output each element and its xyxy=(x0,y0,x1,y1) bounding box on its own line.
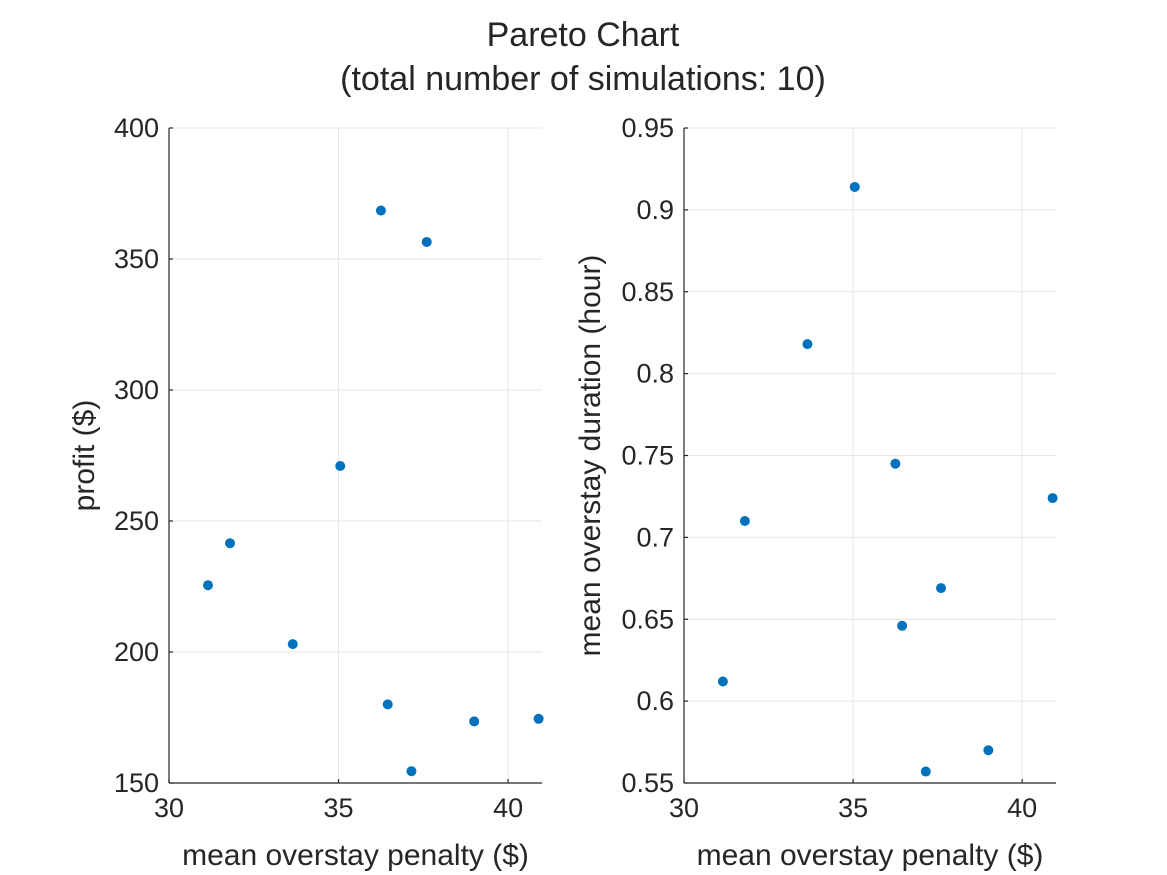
plot1-data-point xyxy=(225,538,236,549)
plot2-y-tick-label: 0.7 xyxy=(636,522,674,552)
plot2-data-point xyxy=(717,676,728,687)
plot1-data-point xyxy=(287,639,298,650)
plot1-data-point xyxy=(202,580,213,591)
plot2-x-tick-label: 40 xyxy=(1007,793,1037,823)
plot2-x-axis-label: mean overstay penalty ($) xyxy=(697,839,1044,872)
plot1-y-tick-label: 200 xyxy=(114,637,159,667)
plot2-data-point xyxy=(936,583,947,594)
plot2-data-point xyxy=(802,339,813,350)
plot1-data-point xyxy=(406,766,417,777)
plot2-y-tick-label: 0.6 xyxy=(636,686,674,716)
plot1-data-point xyxy=(469,716,480,727)
right-plot-duration: 30 35 40 0.55 0.6 0.65 0.7 0.75 0.8 0.85 0.9 0.95 me… xyxy=(574,113,1058,872)
plot2-data-point xyxy=(983,745,994,756)
plot1-data-point xyxy=(533,713,544,724)
plot1-x-tick-label: 35 xyxy=(324,793,354,823)
figure-title-line2: (total number of simulations: 10) xyxy=(340,60,826,98)
plot2-data-point xyxy=(897,620,908,631)
plot2-data-point xyxy=(849,181,860,192)
plot2-y-tick-label: 0.55 xyxy=(621,768,674,798)
plot1-data-point xyxy=(375,205,386,216)
plot2-data-point xyxy=(739,516,750,526)
plot1-x-tick-label: 30 xyxy=(154,793,184,823)
plot2-y-tick-label: 0.8 xyxy=(636,359,674,389)
plot1-data-point xyxy=(335,460,346,471)
plot2-y-tick-label: 0.85 xyxy=(621,277,674,307)
plot1-y-axis-label: profit ($) xyxy=(68,400,101,512)
plot2-y-axis-label: mean overstay duration (hour) xyxy=(574,255,607,657)
plot2-y-tick-label: 0.9 xyxy=(636,195,674,225)
plot1-y-tick-label: 400 xyxy=(114,113,159,143)
plot1-data-point xyxy=(421,236,432,247)
plot2-y-tick-label: 0.95 xyxy=(621,113,674,143)
figure-title-line1: Pareto Chart xyxy=(487,16,680,54)
plot2-data-point xyxy=(890,458,901,469)
plot2-x-tick-label: 35 xyxy=(838,793,868,823)
plot1-x-tick-label: 40 xyxy=(493,793,523,823)
plot1-y-tick-label: 350 xyxy=(114,244,159,274)
plot1-y-tick-label: 250 xyxy=(114,506,159,536)
plot1-x-axis-label: mean overstay penalty ($) xyxy=(182,839,529,872)
left-plot-profit: 30 35 40 150 200 250 300 350 400 mean overstay pe… xyxy=(68,113,544,872)
plot2-y-tick-label: 0.75 xyxy=(621,441,674,471)
plot2-data-point xyxy=(920,766,931,777)
plot1-y-tick-label: 150 xyxy=(114,768,159,798)
plot2-x-tick-label: 30 xyxy=(669,793,699,823)
plot2-y-tick-label: 0.65 xyxy=(621,604,674,634)
plot2-data-point xyxy=(1047,493,1058,504)
plot1-y-tick-label: 300 xyxy=(114,375,159,405)
plot1-data-point xyxy=(382,699,393,710)
